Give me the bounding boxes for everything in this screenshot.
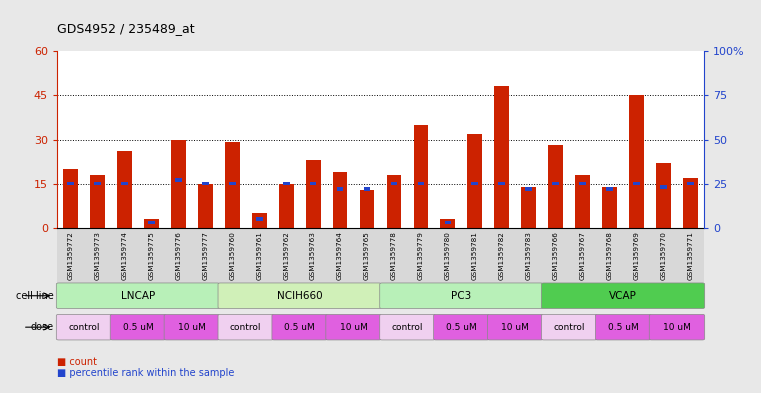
Bar (660, 185, 667, 189)
Bar (498, 182, 505, 185)
Bar (333, 172, 348, 228)
Bar (310, 182, 317, 185)
Bar (224, 142, 240, 228)
Text: control: control (392, 323, 423, 332)
Bar (525, 187, 532, 191)
Bar (444, 221, 451, 224)
Bar (360, 189, 374, 228)
Text: PC3: PC3 (451, 291, 472, 301)
Bar (279, 184, 294, 228)
Bar (548, 145, 563, 228)
Bar (306, 160, 320, 228)
Text: LNCAP: LNCAP (121, 291, 155, 301)
Text: GDS4952 / 235489_at: GDS4952 / 235489_at (57, 22, 195, 35)
Text: 0.5 uM: 0.5 uM (446, 323, 476, 332)
Bar (390, 182, 397, 185)
Bar (495, 86, 509, 228)
Text: ■ count: ■ count (57, 356, 97, 367)
Bar (467, 134, 482, 228)
Text: 10 uM: 10 uM (339, 323, 368, 332)
Bar (198, 184, 213, 228)
Bar (413, 125, 428, 228)
Text: 0.5 uM: 0.5 uM (123, 323, 153, 332)
Bar (579, 182, 586, 185)
Text: 10 uM: 10 uM (501, 323, 529, 332)
Bar (144, 219, 159, 228)
Bar (552, 182, 559, 185)
Text: VCAP: VCAP (609, 291, 637, 301)
Bar (521, 187, 537, 228)
Bar (418, 182, 425, 185)
Text: control: control (553, 323, 585, 332)
Bar (472, 182, 478, 185)
Bar (629, 95, 644, 228)
Bar (117, 151, 132, 228)
Text: 0.5 uM: 0.5 uM (285, 323, 315, 332)
Text: 0.5 uM: 0.5 uM (608, 323, 638, 332)
Bar (90, 175, 105, 228)
Text: 10 uM: 10 uM (178, 323, 205, 332)
Bar (148, 221, 154, 224)
Bar (229, 182, 236, 185)
Bar (441, 219, 455, 228)
Text: dose: dose (30, 322, 53, 332)
Bar (283, 182, 289, 185)
Bar (171, 140, 186, 228)
Bar (633, 182, 640, 185)
Bar (94, 182, 101, 185)
Bar (364, 187, 371, 191)
Bar (121, 182, 128, 185)
Bar (63, 169, 78, 228)
Text: 10 uM: 10 uM (663, 323, 691, 332)
Text: cell line: cell line (15, 291, 53, 301)
Bar (387, 175, 401, 228)
Bar (575, 175, 590, 228)
Bar (656, 163, 671, 228)
Bar (256, 217, 263, 221)
Bar (607, 187, 613, 191)
Bar (67, 182, 74, 185)
Text: control: control (68, 323, 100, 332)
Text: control: control (230, 323, 262, 332)
Bar (202, 182, 209, 185)
Bar (602, 187, 617, 228)
Text: NCIH660: NCIH660 (277, 291, 323, 301)
Bar (252, 213, 266, 228)
Bar (175, 178, 182, 182)
Bar (687, 182, 694, 185)
Text: ■ percentile rank within the sample: ■ percentile rank within the sample (57, 368, 234, 378)
Bar (683, 178, 698, 228)
Bar (336, 187, 343, 191)
